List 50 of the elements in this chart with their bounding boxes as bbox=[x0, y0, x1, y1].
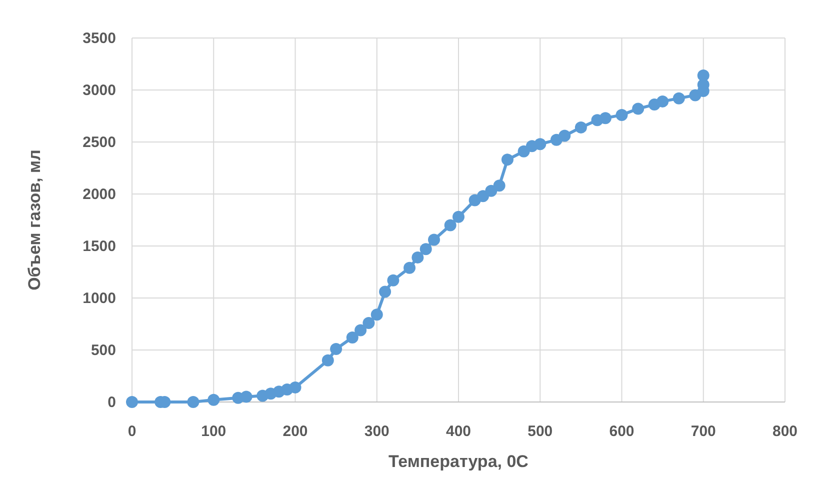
x-tick-label: 800 bbox=[772, 423, 798, 440]
point bbox=[697, 69, 710, 82]
point bbox=[501, 154, 514, 166]
x-tick-label: 300 bbox=[364, 423, 390, 440]
x-tick-label: 200 bbox=[282, 423, 308, 440]
x-tick-label: 100 bbox=[201, 423, 226, 440]
y-tick-label: 3500 bbox=[82, 30, 116, 47]
point bbox=[387, 274, 400, 286]
x-tick-label: 500 bbox=[528, 423, 553, 440]
y-tick-label: 500 bbox=[90, 342, 116, 359]
point bbox=[428, 234, 440, 246]
x-tick-label: 700 bbox=[690, 423, 716, 440]
y-tick-label: 1000 bbox=[82, 290, 116, 307]
y-tick-label: 0 bbox=[108, 394, 116, 411]
y-axis-title: Объем газов, мл bbox=[25, 150, 44, 290]
x-tick-label: 400 bbox=[446, 423, 472, 440]
point bbox=[330, 342, 342, 355]
point bbox=[656, 95, 669, 108]
point bbox=[493, 180, 506, 192]
point bbox=[354, 324, 367, 336]
x-tick-label: 600 bbox=[609, 423, 634, 440]
point bbox=[599, 112, 612, 124]
x-axis-title: Температура, 0С bbox=[388, 452, 528, 471]
point bbox=[322, 354, 334, 366]
x-tick-label: 0 bbox=[128, 423, 136, 440]
point bbox=[444, 219, 456, 232]
point bbox=[289, 381, 302, 394]
point bbox=[404, 262, 416, 274]
point bbox=[126, 396, 138, 408]
point bbox=[187, 396, 200, 408]
point bbox=[379, 286, 392, 298]
y-tick-label: 1500 bbox=[82, 238, 116, 255]
point bbox=[346, 332, 358, 344]
point bbox=[558, 130, 571, 142]
point bbox=[240, 390, 252, 403]
point bbox=[452, 210, 464, 223]
y-tick-label: 3000 bbox=[82, 82, 116, 99]
point bbox=[412, 251, 424, 264]
y-tick-label: 2000 bbox=[82, 186, 116, 203]
point bbox=[616, 108, 628, 121]
point bbox=[420, 243, 432, 256]
point bbox=[534, 138, 546, 150]
point bbox=[632, 102, 644, 115]
point bbox=[362, 316, 375, 329]
point bbox=[208, 394, 220, 406]
point bbox=[485, 184, 498, 197]
point bbox=[672, 92, 685, 104]
point bbox=[574, 121, 587, 134]
point bbox=[370, 308, 383, 321]
y-tick-label: 2500 bbox=[82, 134, 116, 151]
